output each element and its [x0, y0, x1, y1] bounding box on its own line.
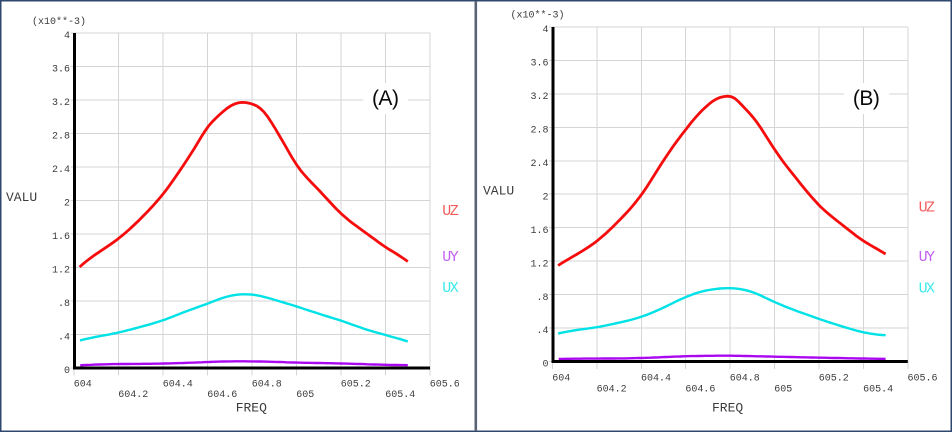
svg-text:1.2: 1.2	[52, 266, 70, 277]
svg-text:FREQ: FREQ	[236, 400, 267, 415]
svg-text:605: 605	[774, 385, 792, 396]
svg-text:605.4: 605.4	[863, 385, 893, 396]
svg-text:605.6: 605.6	[430, 380, 460, 391]
svg-text:4: 4	[64, 31, 70, 42]
svg-text:605.4: 605.4	[385, 390, 415, 401]
svg-text:.4: .4	[58, 333, 70, 344]
svg-text:(x10**-3): (x10**-3)	[511, 10, 565, 22]
svg-text:2.8: 2.8	[52, 132, 70, 143]
svg-text:UX: UX	[919, 281, 935, 298]
svg-text:UY: UY	[919, 249, 935, 266]
svg-text:2.4: 2.4	[52, 165, 70, 176]
svg-text:604.8: 604.8	[252, 380, 282, 391]
svg-text:604.2: 604.2	[118, 390, 148, 401]
svg-text:2: 2	[64, 199, 70, 210]
svg-text:2: 2	[542, 192, 548, 203]
svg-text:0: 0	[542, 360, 548, 371]
svg-text:604.2: 604.2	[597, 385, 627, 396]
svg-text:(x10**-3): (x10**-3)	[32, 16, 86, 28]
svg-text:4: 4	[542, 25, 548, 36]
svg-text:0: 0	[64, 366, 70, 377]
svg-text:.4: .4	[536, 326, 548, 337]
svg-text:3.6: 3.6	[530, 59, 548, 70]
svg-text:605.2: 605.2	[819, 374, 849, 385]
svg-text:UZ: UZ	[919, 199, 935, 216]
svg-text:1.6: 1.6	[530, 226, 548, 237]
svg-text:604.8: 604.8	[730, 374, 760, 385]
svg-text:604: 604	[552, 374, 570, 385]
svg-text:605.2: 605.2	[341, 380, 371, 391]
svg-text:3.6: 3.6	[52, 65, 70, 76]
svg-text:.8: .8	[536, 293, 548, 304]
svg-text:605: 605	[296, 390, 314, 401]
svg-text:3.2: 3.2	[52, 98, 70, 109]
svg-text:605.6: 605.6	[908, 374, 938, 385]
svg-text:2.8: 2.8	[530, 126, 548, 137]
svg-text:UZ: UZ	[442, 203, 458, 220]
svg-text:UX: UX	[442, 280, 458, 297]
svg-text:604: 604	[74, 380, 92, 391]
svg-text:VALU: VALU	[6, 190, 37, 205]
svg-text:VALU: VALU	[483, 184, 514, 199]
svg-text:604.4: 604.4	[641, 374, 671, 385]
svg-text:2.4: 2.4	[530, 159, 548, 170]
svg-text:UY: UY	[442, 249, 458, 266]
svg-text:604.4: 604.4	[163, 380, 193, 391]
svg-text:604.6: 604.6	[207, 390, 237, 401]
svg-text:604.6: 604.6	[685, 385, 715, 396]
svg-text:FREQ: FREQ	[712, 400, 743, 415]
svg-text:(B): (B)	[853, 87, 880, 110]
svg-text:1.2: 1.2	[530, 259, 548, 270]
svg-text:3.2: 3.2	[530, 92, 548, 103]
svg-text:(A): (A)	[372, 87, 399, 110]
svg-text:1.6: 1.6	[52, 232, 70, 243]
svg-text:.8: .8	[58, 299, 70, 310]
